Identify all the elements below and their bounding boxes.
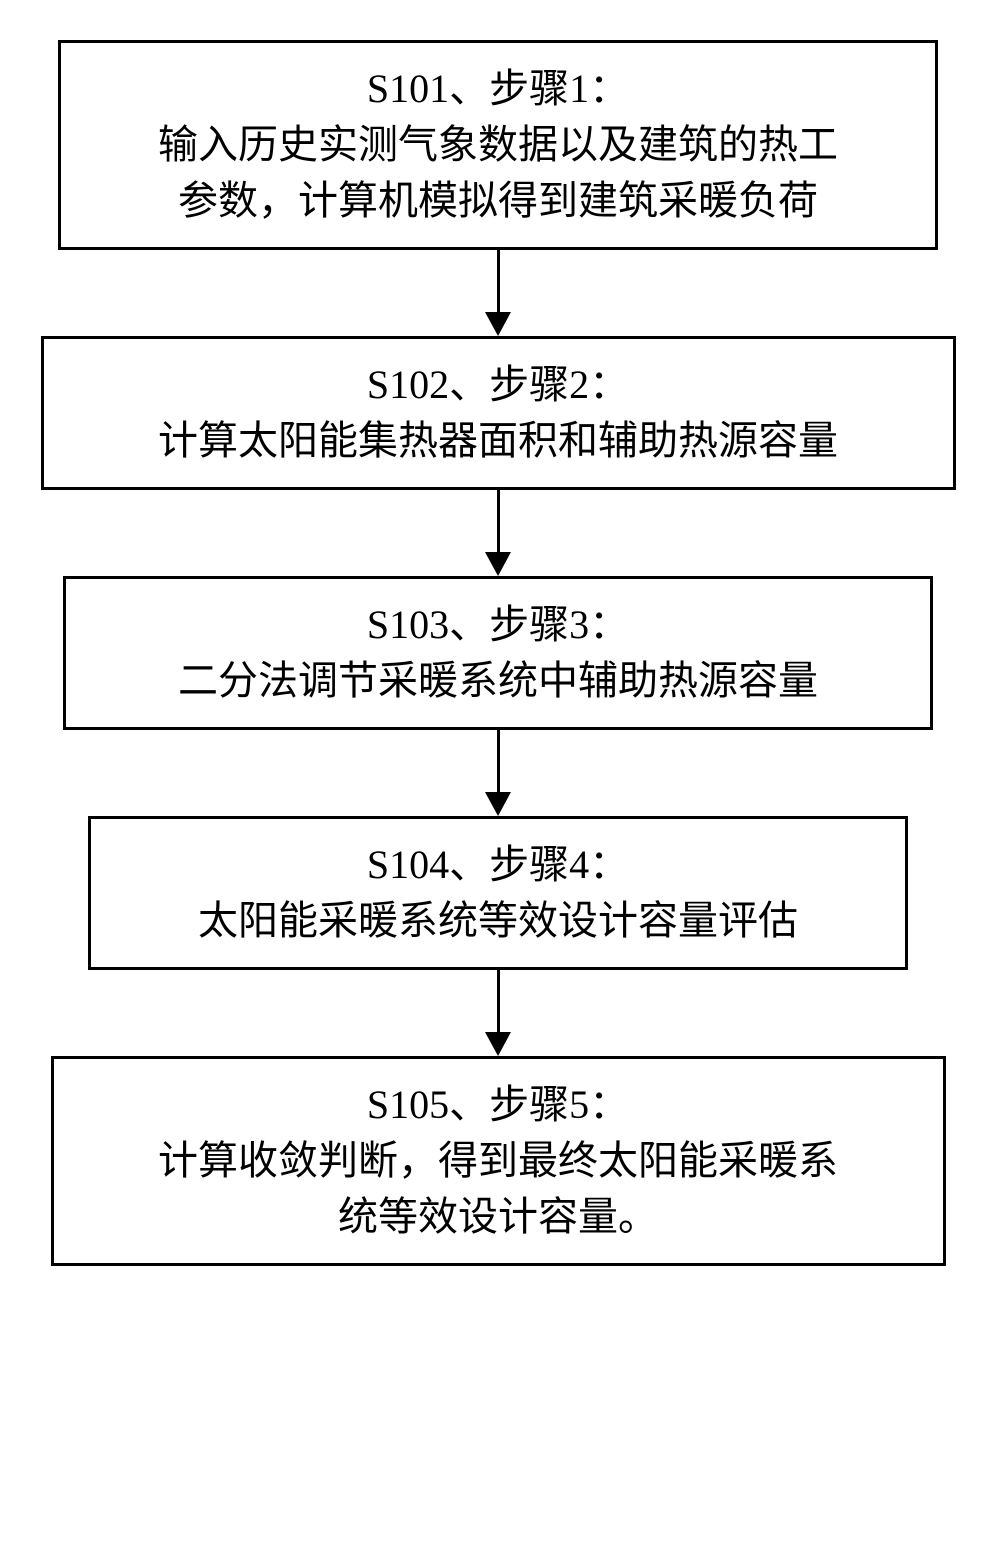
arrow-head-icon (485, 312, 511, 336)
arrow-line (497, 490, 500, 552)
arrow-head-icon (485, 552, 511, 576)
flow-arrow (485, 490, 511, 576)
step-content-line2: 参数，计算机模拟得到建筑采暖负荷 (178, 173, 818, 229)
arrow-head-icon (485, 792, 511, 816)
flow-arrow (485, 970, 511, 1056)
step-title: S101、步骤1： (367, 61, 629, 117)
flowchart-step-3: S103、步骤3： 二分法调节采暖系统中辅助热源容量 (63, 576, 933, 730)
flow-arrow (485, 250, 511, 336)
step-title: S103、步骤3： (367, 597, 629, 653)
arrow-line (497, 970, 500, 1032)
step-content-line1: 输入历史实测气象数据以及建筑的热工 (158, 117, 838, 173)
step-title: S104、步骤4： (367, 837, 629, 893)
step-content-line1: 计算收敛判断，得到最终太阳能采暖系 (158, 1133, 838, 1189)
step-content-line2: 统等效设计容量。 (338, 1189, 658, 1245)
arrow-line (497, 730, 500, 792)
step-title: S105、步骤5： (367, 1077, 629, 1133)
flowchart-step-1: S101、步骤1： 输入历史实测气象数据以及建筑的热工 参数，计算机模拟得到建筑… (58, 40, 938, 250)
step-title: S102、步骤2： (367, 357, 629, 413)
flow-arrow (485, 730, 511, 816)
step-content-line1: 计算太阳能集热器面积和辅助热源容量 (158, 413, 838, 469)
flowchart-step-2: S102、步骤2： 计算太阳能集热器面积和辅助热源容量 (41, 336, 956, 490)
flowchart-step-5: S105、步骤5： 计算收敛判断，得到最终太阳能采暖系 统等效设计容量。 (51, 1056, 946, 1266)
arrow-line (497, 250, 500, 312)
flowchart-step-4: S104、步骤4： 太阳能采暖系统等效设计容量评估 (88, 816, 908, 970)
step-content-line1: 太阳能采暖系统等效设计容量评估 (198, 893, 798, 949)
arrow-head-icon (485, 1032, 511, 1056)
step-content-line1: 二分法调节采暖系统中辅助热源容量 (178, 653, 818, 709)
